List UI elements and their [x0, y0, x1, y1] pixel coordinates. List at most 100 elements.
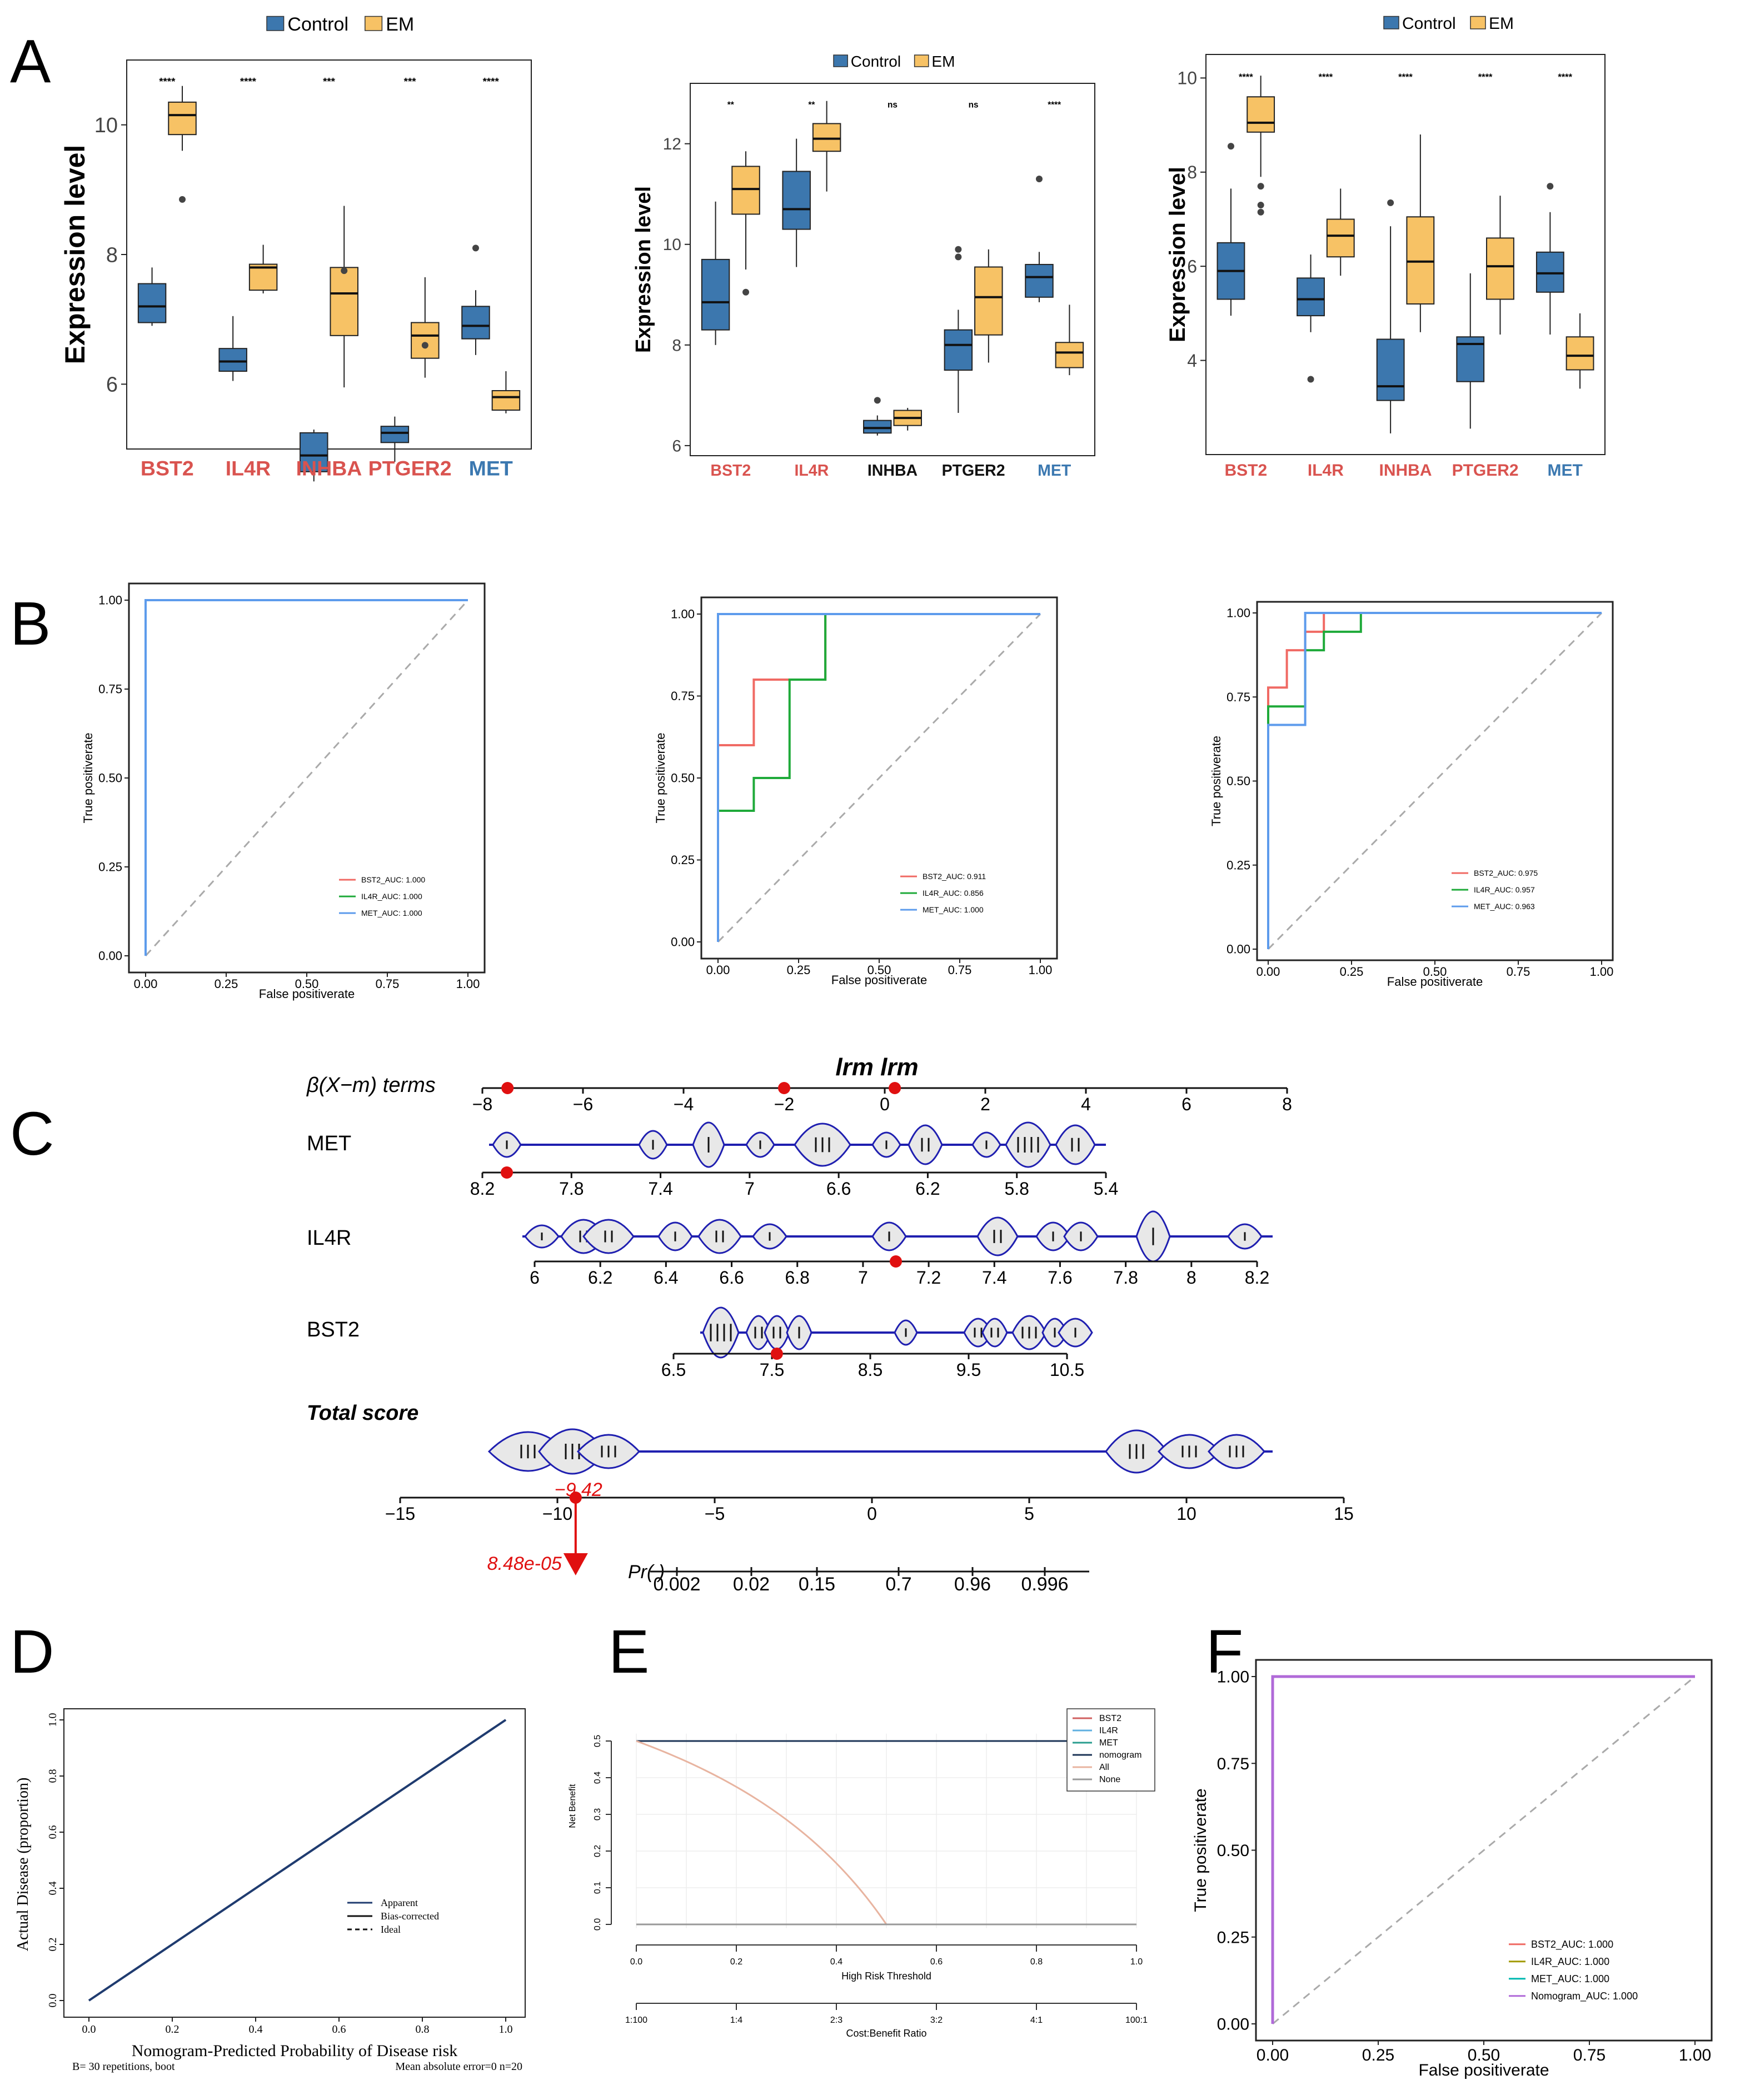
x-tick-label: 0.4: [249, 2023, 263, 2036]
significance-label: ****: [1239, 72, 1253, 82]
roc-plot-2: 0.00 0.00 0.25 0.25 0.50 0.50 0.75 0.75 1.00 1.00…: [654, 596, 1058, 987]
legend-label: IL4R_AUC: 1.000: [361, 892, 422, 901]
diagonal-reference: [717, 613, 1041, 943]
gene-label-met: MET: [1038, 462, 1071, 480]
x-tick-label: 0.4: [830, 1957, 842, 1967]
gene-group-bst2: **** BST2: [1216, 72, 1275, 480]
x-tick-label: 0.75: [948, 963, 972, 977]
diagonal-reference: [1267, 612, 1603, 950]
roc-curve-met: [144, 599, 468, 956]
row-label-met: MET: [307, 1132, 351, 1155]
roc-curve-met: [1267, 612, 1602, 949]
apparent-line: [88, 1719, 507, 2002]
bst2-point: [770, 1348, 783, 1360]
x-axis-label: False positiverate: [831, 973, 927, 987]
x-tick-label: 0.25: [215, 977, 238, 991]
axis-tick-label: 5: [1024, 1504, 1034, 1524]
panel-f-nomogram-roc: 0.00 0.00 0.25 0.25 0.50 0.50 0.75 0.75 1.00 1.00…: [1191, 1659, 1713, 2079]
y-tick-label: 0.4: [593, 1772, 602, 1784]
gene-label-bst2: BST2: [141, 457, 194, 480]
x-tick-label: 0.50: [295, 977, 319, 991]
y-tick-label: 1.00: [1227, 606, 1250, 620]
diagonal-reference: [1272, 1675, 1696, 2025]
x-tick-label: 0.25: [787, 963, 811, 977]
y-tick-label: 0.75: [671, 689, 695, 703]
y-axis-label: Expression level: [1165, 167, 1190, 342]
axis-tick-label: 8.2: [1245, 1268, 1269, 1288]
control-box: [461, 306, 490, 340]
gene-label-bst2: BST2: [1224, 461, 1267, 480]
legend-label: Apparent: [381, 1897, 418, 1908]
legend-label: BST2: [1099, 1714, 1121, 1723]
x-axis-label: False positiverate: [259, 987, 355, 1001]
control-outlier: [874, 397, 881, 404]
probability-value: 8.48e-05: [487, 1553, 562, 1574]
y-tick-label: 6: [1187, 256, 1197, 276]
ratio-tick-label: 100:1: [1125, 2016, 1148, 2025]
ratio-tick-label: 1:4: [730, 2016, 742, 2025]
significance-label: ***: [323, 76, 336, 87]
gene-group-ptger2: *** PTGER2: [368, 76, 452, 480]
probability-tick-label: 0.02: [733, 1574, 770, 1595]
y-tick-label: 0.50: [1217, 1842, 1249, 1860]
panel-b-roc-curves: 0.00 0.00 0.25 0.25 0.50 0.50 0.75 0.75 1.00 1.00…: [81, 582, 1614, 1001]
y-tick-label: 6: [672, 437, 681, 455]
gene-label-inhba: INHBA: [296, 457, 362, 480]
legend-swatch-em: [365, 16, 383, 31]
x-tick-label: 0.50: [1423, 965, 1447, 979]
significance-label: ****: [1398, 72, 1413, 82]
y-tick-label: 10: [94, 114, 118, 137]
legend-swatch-control: [833, 54, 848, 67]
y-tick-label: 8: [672, 336, 681, 355]
roc-plot-1: 0.00 0.00 0.25 0.25 0.50 0.50 0.75 0.75 1.00 1.00…: [81, 582, 486, 1001]
y-tick-label: 0.75: [98, 682, 122, 696]
legend-label: MET_AUC: 1.000: [923, 905, 984, 914]
roc-curve-il4r: [717, 613, 1040, 942]
density-blob: [702, 1306, 740, 1359]
gene-group-il4r: **** IL4R: [218, 76, 278, 480]
met-point: [501, 1166, 513, 1179]
footer-right: Mean absolute error=0 n=20: [395, 2061, 522, 2073]
gene-group-inhba: ns INHBA: [863, 101, 922, 480]
x-tick-label: 1.0: [1130, 1957, 1143, 1967]
legend-label: None: [1099, 1775, 1120, 1784]
em-outlier: [421, 342, 428, 349]
axis-tick-label: 6.2: [915, 1179, 940, 1199]
density-blob: [976, 1216, 1019, 1256]
axis-tick-label: 6.4: [654, 1268, 678, 1288]
legend-label: Ideal: [381, 1924, 401, 1935]
legend-label: BST2_AUC: 1.000: [361, 875, 425, 884]
axis-tick-label: 10.5: [1050, 1360, 1084, 1380]
ratio-axis-label: Cost:Benefit Ratio: [846, 2028, 926, 2039]
x-tick-label: 0.8: [1030, 1957, 1043, 1967]
density-blob: [582, 1219, 635, 1254]
em-outlier: [1257, 183, 1264, 190]
y-tick-label: 12: [663, 135, 681, 153]
axis-tick-label: 7.4: [648, 1179, 672, 1199]
x-tick-label: 0.75: [1507, 965, 1530, 979]
em-box: [974, 266, 1003, 336]
y-tick-label: 6: [106, 373, 118, 397]
legend-label-control: Control: [1402, 14, 1456, 33]
legend-label: All: [1099, 1763, 1109, 1772]
terms-point: [889, 1082, 901, 1094]
probability-tick-label: 0.7: [885, 1574, 911, 1595]
gene-group-ptger2: ns PTGER2: [942, 101, 1005, 480]
axis-tick-label: −10: [542, 1504, 572, 1524]
legend-label: IL4R: [1099, 1726, 1118, 1735]
legend-swatch-control: [1383, 16, 1399, 29]
x-tick-label: 0.0: [630, 1957, 642, 1967]
x-axis-label: False positiverate: [1418, 2061, 1549, 2079]
y-tick-label: 0.50: [1227, 774, 1250, 788]
total-density: [487, 1428, 1273, 1475]
y-tick-label: 0.5: [593, 1735, 602, 1747]
probability-tick-label: 0.002: [653, 1574, 700, 1595]
em-box: [1055, 342, 1084, 368]
significance-label: ****: [483, 76, 500, 87]
legend-swatch-em: [1470, 16, 1486, 29]
roc-plot-3: 0.00 0.00 0.25 0.25 0.50 0.50 0.75 0.75 1.00 1.00…: [1209, 601, 1614, 989]
significance-label: ***: [404, 76, 417, 87]
control-outlier: [1227, 143, 1234, 150]
ratio-tick-label: 4:1: [1030, 2016, 1043, 2025]
axis-tick-label: 9.5: [956, 1360, 981, 1380]
